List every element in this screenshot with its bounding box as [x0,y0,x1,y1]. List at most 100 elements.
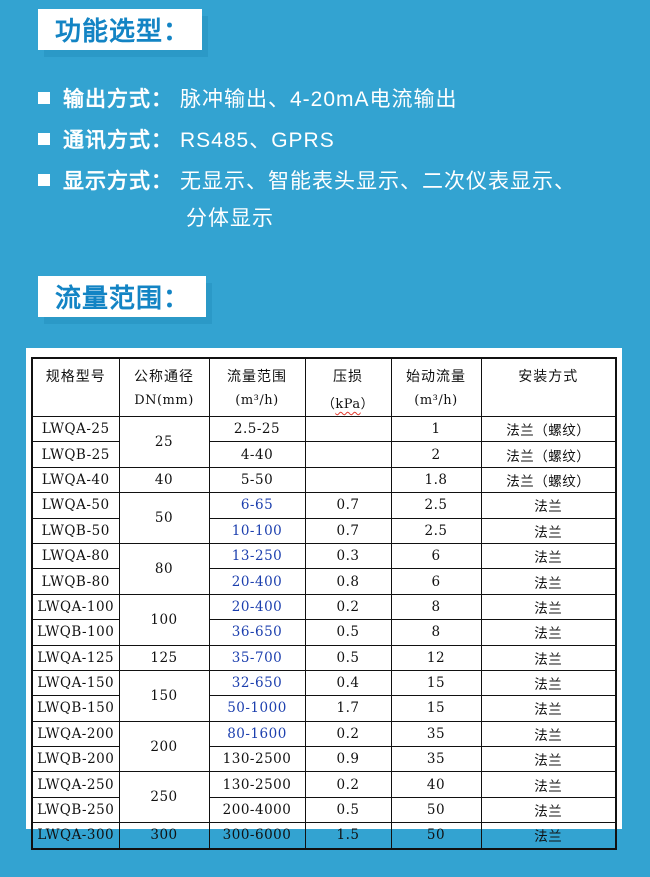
pressure-loss-cell: 0.9 [304,746,392,773]
flow-range-table: 规格型号 公称通径 DN(mm) 流量范围 (m³/h) 压损 （kPa） 始动流量 (m³/h… [31,357,617,850]
pressure-loss-cell: 0.5 [304,619,392,646]
model-cell: LWQA-200 [31,720,120,748]
column-header: 压损 （kPa） [304,357,392,417]
flow-range-cell: 13-250 [208,542,306,570]
start-flow-cell: 8 [390,619,482,646]
feature-item-communication: 通讯方式： RS485、GPRS [38,126,335,152]
dn-cell: 100 [118,593,210,646]
model-cell: LWQB-100 [31,619,120,646]
start-flow-cell: 6 [390,568,482,595]
start-flow-cell: 6 [390,542,482,570]
model-cell: LWQA-150 [31,669,120,697]
model-cell: LWQA-100 [31,593,120,621]
table-row: LWQA-80 80 13-250 0.3 6 法兰 [31,542,617,595]
table-row: LWQA-300 300 300-6000 1.5 50 法兰 [31,822,617,850]
start-flow-cell: 35 [390,720,482,748]
start-flow-cell: 2.5 [390,492,482,519]
install-type-cell: 法兰 [480,517,617,544]
column-header: 流量范围 (m³/h) [208,357,306,417]
flow-range-cell: 6-65 [208,492,306,519]
flow-range-cell: 35-700 [208,644,306,671]
table-row: LWQB-50 10-100 0.7 2.5 法兰 [31,517,617,544]
pressure-loss-cell: 1.7 [304,695,392,722]
table-row: LWQA-250 250 130-2500 0.2 40 法兰 [31,771,617,824]
table-row: LWQA-40 40 5-50 1.8 法兰（螺纹） [31,466,617,494]
dn-cell: 300 [118,822,210,850]
install-type-cell: 法兰 [480,822,617,850]
model-cell: LWQA-25 [31,415,120,443]
dn-cell: 25 [118,416,210,468]
model-cell: LWQB-50 [31,517,120,544]
feature-label: 输出方式： [63,88,173,111]
start-flow-cell: 1 [390,415,482,443]
feature-text: 无显示、智能表头显示、二次仪表显示、 [180,170,576,193]
start-flow-cell: 35 [390,746,482,773]
model-cell: LWQA-125 [31,644,120,671]
pressure-loss-cell: 0.7 [304,492,392,519]
pressure-loss-cell: 0.7 [304,517,392,544]
square-bullet-icon [38,92,50,104]
model-cell: LWQA-80 [31,542,120,570]
flow-range-cell: 20-400 [208,593,306,621]
model-cell: LWQB-250 [31,796,120,824]
pressure-loss-cell: 0.2 [304,720,392,748]
dn-cell: 250 [118,771,210,824]
model-cell: LWQA-250 [31,771,120,798]
feature-text-wrap: 分体显示 [186,207,274,230]
model-cell: LWQB-80 [31,568,120,595]
flow-range-cell: 4-40 [208,441,306,468]
pressure-loss-cell [304,415,392,443]
flow-range-cell: 300-6000 [208,822,306,850]
feature-label: 显示方式： [63,170,173,193]
flow-range-cell: 50-1000 [208,695,306,722]
install-type-cell: 法兰 [480,695,617,722]
model-cell: LWQA-300 [31,822,120,850]
install-type-cell: 法兰 [480,542,617,570]
flow-range-cell: 32-650 [208,669,306,697]
table-row: LWQB-80 20-400 0.8 6 法兰 [31,568,617,595]
flow-range-cell: 10-100 [208,517,306,544]
section-header-function-selection: 功能选型： [38,9,202,50]
dn-cell: 150 [118,669,210,722]
feature-text: 脉冲输出、4-20mA电流输出 [180,88,458,111]
install-type-cell: 法兰 [480,568,617,595]
pressure-loss-cell [304,441,392,468]
start-flow-cell: 12 [390,644,482,671]
feature-item-output: 输出方式： 脉冲输出、4-20mA电流输出 [38,85,458,111]
section-header-flow-range: 流量范围： [38,276,206,317]
install-type-cell: 法兰 [480,720,617,748]
flow-range-cell: 5-50 [208,466,306,494]
table-row: LWQA-100 100 20-400 0.2 8 法兰 [31,593,617,646]
table-row: LWQB-250 200-4000 0.5 50 法兰 [31,796,617,824]
flow-range-panel: 规格型号 公称通径 DN(mm) 流量范围 (m³/h) 压损 （kPa） 始动流量 (m³/h… [26,348,622,850]
table-row: LWQA-25 25 2.5-25 1 法兰（螺纹） [31,415,617,468]
start-flow-cell: 50 [390,822,482,850]
start-flow-cell: 1.8 [390,466,482,494]
pressure-loss-cell: 0.5 [304,644,392,671]
flow-range-cell: 20-400 [208,568,306,595]
install-type-cell: 法兰（螺纹） [480,466,617,494]
feature-label: 通讯方式： [63,129,173,152]
start-flow-cell: 2 [390,441,482,468]
dn-cell: 50 [118,492,210,544]
install-type-cell: 法兰 [480,796,617,824]
table-row: LWQA-50 50 6-65 0.7 2.5 法兰 [31,492,617,544]
model-cell: LWQB-25 [31,441,120,468]
model-cell: LWQA-50 [31,492,120,519]
table-row: LWQA-125 125 35-700 0.5 12 法兰 [31,644,617,671]
flow-table-body: LWQA-25 25 2.5-25 1 法兰（螺纹） LWQB-25 4-40 2 法兰（螺纹）… [31,415,617,850]
square-bullet-icon [38,133,50,145]
flow-range-cell: 2.5-25 [208,415,306,443]
install-type-cell: 法兰 [480,492,617,519]
install-type-cell: 法兰 [480,669,617,697]
column-header: 始动流量 (m³/h) [390,357,482,417]
flow-range-cell: 36-650 [208,619,306,646]
table-row: LWQB-150 50-1000 1.7 15 法兰 [31,695,617,722]
pressure-loss-cell: 0.2 [304,593,392,621]
flow-range-cell: 80-1600 [208,720,306,748]
column-header: 公称通径 DN(mm) [118,357,210,417]
flow-range-cell: 200-4000 [208,796,306,824]
pressure-loss-cell: 1.5 [304,822,392,850]
spellcheck-squiggle: kPa [335,397,361,412]
